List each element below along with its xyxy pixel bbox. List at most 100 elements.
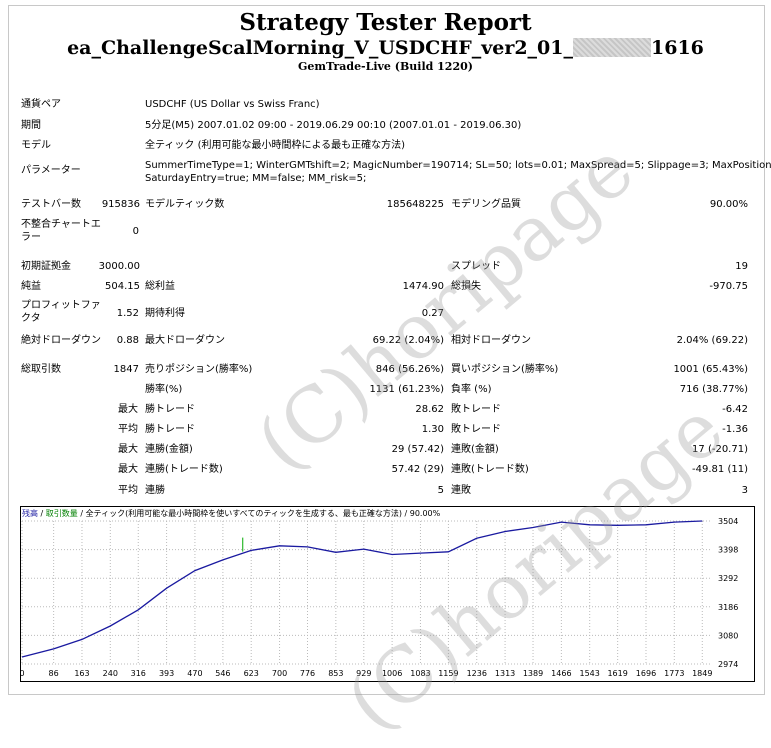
period-value: 5分足(M5) 2007.01.02 09:00 - 2019.06.29 00… [145, 120, 522, 131]
max-word: 最大 [118, 404, 138, 415]
gross-profit-label: 総利益 [145, 281, 175, 292]
avg-win-label: 勝トレード [145, 424, 195, 435]
long-positions-label: 買いポジション(勝率%) [451, 364, 559, 375]
ticks-label: モデルティック数 [145, 199, 225, 210]
params-label: パラメーター [21, 165, 81, 176]
x-tick-label: 1696 [636, 669, 656, 678]
profit-factor-label: プロフィットファクタ [21, 300, 101, 324]
cons-win-money-value: 29 (57.42) [391, 444, 444, 455]
balance-chart-svg: 2974 3080 3186 3292 3398 3504 0 86 163 240 316 393 4… [19, 506, 755, 682]
period-label: 期間 [21, 120, 41, 131]
rel-drawdown-label: 相対ドローダウン [451, 335, 531, 346]
max-loss-value: -6.42 [722, 404, 748, 415]
expected-payoff-label: 期待利得 [145, 308, 185, 319]
build-info: GemTrade-Live (Build 1220) [298, 60, 473, 73]
avg-word-2: 平均 [118, 485, 138, 496]
net-profit-label: 純益 [21, 281, 41, 292]
symbol-label: 通貨ペア [21, 99, 61, 110]
balance-line [21, 520, 703, 658]
x-tick-label: 0 [20, 669, 25, 678]
x-tick-label: 1543 [580, 669, 600, 678]
loss-rate-label: 負率 (%) [451, 384, 492, 395]
avg-loss-value: -1.36 [722, 424, 748, 435]
params-line1: SummerTimeType=1; WinterGMTshift=2; Magi… [145, 160, 771, 171]
long-positions-value: 1001 (65.43%) [673, 364, 748, 375]
legend-sep1: / [38, 509, 46, 518]
abs-drawdown-value: 0.88 [116, 335, 139, 346]
x-tick-label: 700 [272, 669, 287, 678]
avg-win-value: 1.30 [421, 424, 444, 435]
short-positions-label: 売りポジション(勝率%) [145, 364, 253, 375]
model-label: モデル [21, 140, 51, 151]
gross-loss-label: 総損失 [451, 281, 481, 292]
total-trades-value: 1847 [113, 364, 139, 375]
x-tick-label: 86 [49, 669, 59, 678]
y-tick-label: 3186 [718, 603, 738, 612]
mismatch-label: 不整合チャートエラー [21, 219, 101, 243]
max-word-3: 最大 [118, 464, 138, 475]
params-line2: SaturdayEntry=true; MM=false; MM_risk=5; [145, 173, 367, 184]
expected-payoff-value: 0.27 [421, 308, 444, 319]
avg-word: 平均 [118, 424, 138, 435]
x-tick-label: 393 [159, 669, 174, 678]
ticks-value: 185648225 [386, 199, 444, 210]
bars-value: 915836 [101, 199, 140, 210]
x-tick-label: 1773 [664, 669, 684, 678]
x-tick-label: 776 [300, 669, 315, 678]
max-drawdown-label: 最大ドローダウン [145, 335, 225, 346]
x-tick-label: 1313 [495, 669, 515, 678]
legend-sep2: / 全ティック(利用可能な最小時間枠を使いすべてのティックを生成する、最も正確な… [77, 509, 441, 518]
cons-loss-money-label: 連敗(金額) [451, 444, 499, 455]
avg-cons-win-label: 連勝 [145, 485, 165, 496]
y-tick-label: 3504 [718, 517, 738, 526]
avg-loss-label: 敗トレード [451, 424, 501, 435]
gross-profit-value: 1474.90 [402, 281, 444, 292]
max-word-2: 最大 [118, 444, 138, 455]
x-tick-label: 1006 [382, 669, 402, 678]
quality-value: 90.00% [709, 199, 748, 210]
quality-label: モデリング品質 [451, 199, 521, 210]
profit-factor-value: 1.52 [116, 308, 139, 319]
net-profit-value: 504.15 [105, 281, 140, 292]
x-tick-label: 1849 [692, 669, 712, 678]
report-title: Strategy Tester Report [239, 9, 532, 36]
chart-background [20, 506, 755, 682]
deposit-label: 初期証拠金 [21, 261, 71, 272]
redacted-mask [573, 38, 651, 57]
win-rate-label: 勝率(%) [145, 384, 183, 395]
deposit-value: 3000.00 [98, 261, 140, 272]
balance-chart: 2974 3080 3186 3292 3398 3504 0 86 163 240 316 393 4… [19, 506, 755, 682]
bars-label: テストバー数 [21, 199, 81, 210]
cons-win-money-label: 連勝(金額) [145, 444, 193, 455]
x-tick-label: 1236 [467, 669, 487, 678]
legend-volume: 取引数量 [45, 509, 78, 518]
cons-loss-trades-label: 連敗(トレード数) [451, 464, 529, 475]
cons-win-trades-label: 連勝(トレード数) [145, 464, 223, 475]
x-tick-label: 1159 [438, 669, 458, 678]
legend-balance: 残高 [22, 509, 38, 518]
win-rate-value: 1131 (61.23%) [369, 384, 444, 395]
x-tick-label: 163 [74, 669, 89, 678]
x-tick-label: 623 [244, 669, 259, 678]
ea-name-prefix: ea_ChallengeScalMorning_V_USDCHF_ver2_01… [67, 37, 573, 59]
cons-win-trades-value: 57.42 (29) [391, 464, 444, 475]
max-loss-label: 敗トレード [451, 404, 501, 415]
short-positions-value: 846 (56.26%) [375, 364, 444, 375]
y-tick-label: 2974 [718, 660, 738, 669]
spread-value: 19 [735, 261, 748, 272]
ea-name-suffix: 1616 [651, 37, 704, 59]
x-tick-label: 1389 [523, 669, 543, 678]
x-tick-label: 1083 [410, 669, 430, 678]
max-drawdown-value: 69.22 (2.04%) [372, 335, 444, 346]
max-win-label: 勝トレード [145, 404, 195, 415]
chart-legend: 残高 / 取引数量 / 全ティック(利用可能な最小時間枠を使いすべてのティックを… [22, 508, 440, 519]
x-tick-label: 1466 [551, 669, 571, 678]
x-tick-label: 240 [103, 669, 118, 678]
mismatch-value: 0 [132, 226, 139, 237]
model-value: 全ティック (利用可能な最小時間枠による最も正確な方法) [145, 140, 406, 151]
x-tick-label: 546 [215, 669, 230, 678]
cons-loss-money-value: 17 (-20.71) [692, 444, 748, 455]
y-tick-label: 3080 [718, 631, 738, 640]
abs-drawdown-label: 絶対ドローダウン [21, 335, 101, 346]
y-tick-label: 3398 [718, 546, 738, 555]
